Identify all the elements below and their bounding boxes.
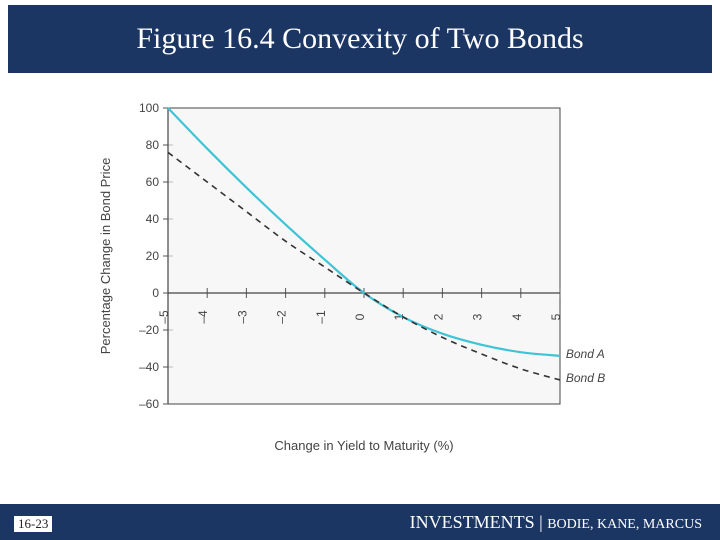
x-tick-label: 2 (431, 313, 445, 320)
x-tick-label: 4 (510, 313, 524, 320)
y-tick-label: 20 (146, 249, 160, 263)
series-label: Bond B (566, 371, 605, 385)
y-tick-label: 80 (146, 138, 160, 152)
x-axis-label: Change in Yield to Maturity (%) (274, 438, 453, 453)
x-tick-label: –1 (314, 310, 328, 324)
y-tick-label: 40 (146, 212, 160, 226)
footer-authors: BODIE, KANE, MARCUS (547, 517, 702, 532)
x-tick-label: –5 (157, 310, 171, 324)
convexity-chart: –60–40–20020406080100–5–4–3–2–1012345Bon… (90, 90, 630, 460)
x-tick-label: 5 (549, 313, 563, 320)
y-tick-label: 0 (152, 286, 159, 300)
x-tick-label: –3 (235, 310, 249, 324)
chart-container: –60–40–20020406080100–5–4–3–2–1012345Bon… (0, 90, 720, 460)
y-axis-label: Percentage Change in Bond Price (98, 158, 113, 355)
y-tick-label: –40 (139, 360, 159, 374)
footer-sep: | (535, 512, 548, 532)
x-tick-label: 3 (471, 313, 485, 320)
slide-title-bar: Figure 16.4 Convexity of Two Bonds (8, 5, 712, 73)
plot-panel (168, 108, 560, 404)
y-tick-label: 60 (146, 175, 160, 189)
page-number: 16-23 (14, 516, 52, 532)
series-label: Bond A (566, 347, 605, 361)
x-tick-label: –4 (196, 310, 210, 324)
slide-title: Figure 16.4 Convexity of Two Bonds (136, 22, 583, 56)
y-tick-label: 100 (139, 101, 159, 115)
x-tick-label: 0 (353, 313, 367, 320)
y-tick-label: –20 (139, 323, 159, 337)
footer-bar: INVESTMENTS | BODIE, KANE, MARCUS (0, 504, 720, 540)
footer-text: INVESTMENTS | BODIE, KANE, MARCUS (410, 512, 702, 533)
y-tick-label: –60 (139, 397, 159, 411)
x-tick-label: –2 (275, 310, 289, 324)
footer-main: INVESTMENTS (410, 512, 535, 532)
